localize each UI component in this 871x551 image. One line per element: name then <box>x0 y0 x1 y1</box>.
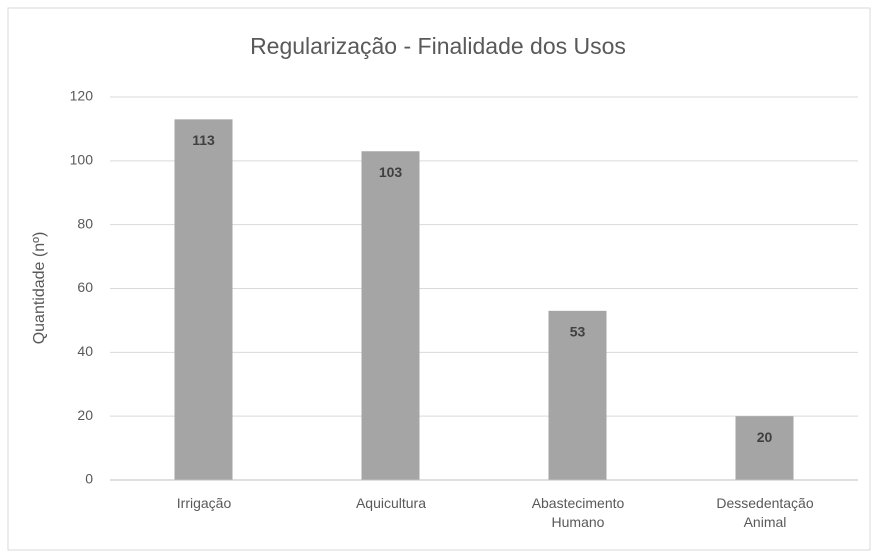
y-tick-label: 100 <box>70 152 94 168</box>
y-tick-label: 20 <box>77 407 93 423</box>
data-label: 103 <box>379 164 403 180</box>
bar <box>174 119 233 480</box>
data-label: 113 <box>192 132 215 148</box>
x-tick-label: Irrigação <box>176 495 232 511</box>
bar <box>361 151 420 480</box>
y-tick-label: 80 <box>77 215 93 231</box>
x-tick-label: Aquicultura <box>355 495 427 511</box>
y-tick-label: 60 <box>77 279 93 295</box>
chart-title: Regularização - Finalidade dos Usos <box>250 33 626 59</box>
bar <box>735 416 794 480</box>
y-tick-label: 0 <box>85 471 93 487</box>
chart-border <box>7 7 871 551</box>
x-tick-label: Abastecimento Humano <box>531 495 625 530</box>
data-label: 53 <box>570 324 586 340</box>
bar <box>548 310 607 480</box>
x-tick-label: Dessedentação Animal <box>716 495 814 530</box>
data-label: 20 <box>757 429 773 445</box>
y-axis-label: Quantidade (nº) <box>31 232 48 345</box>
y-tick-label: 40 <box>77 343 93 359</box>
y-tick-label: 120 <box>70 88 94 104</box>
